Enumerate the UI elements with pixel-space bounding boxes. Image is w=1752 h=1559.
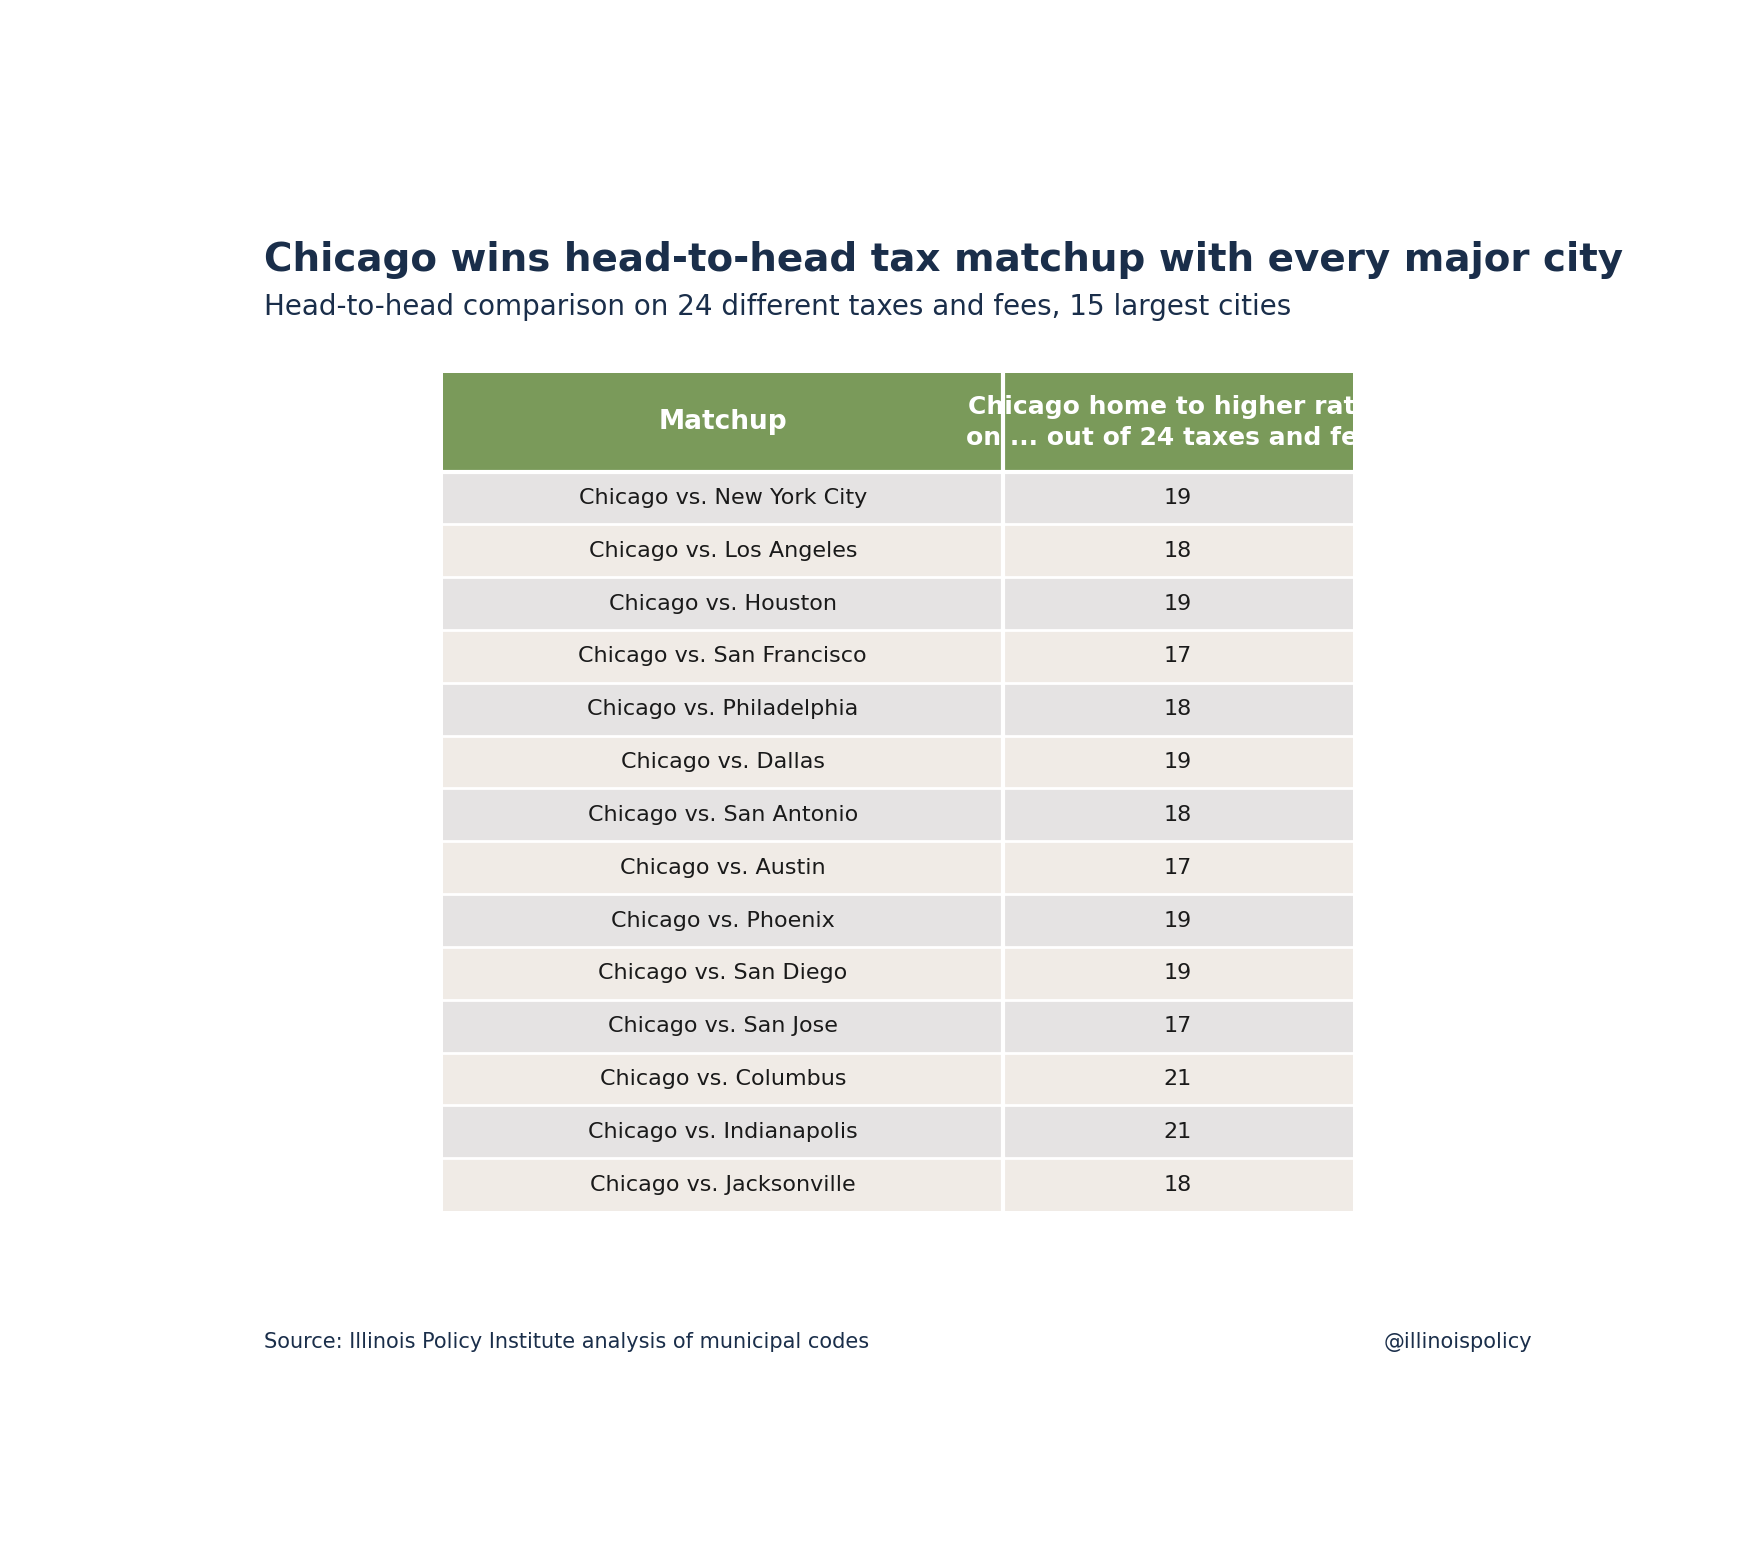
Text: Chicago vs. San Diego: Chicago vs. San Diego [597,963,848,984]
Text: 18: 18 [1163,541,1191,561]
Bar [1002,577,1353,630]
Text: Chicago vs. Austin: Chicago vs. Austin [620,857,825,878]
Text: Chicago vs. Philadelphia: Chicago vs. Philadelphia [587,700,858,719]
Text: 17: 17 [1163,857,1191,878]
Text: Chicago vs. San Antonio: Chicago vs. San Antonio [587,804,858,825]
Bar [443,683,1002,736]
Bar [443,1052,1002,1105]
Text: Chicago vs. Houston: Chicago vs. Houston [608,594,837,614]
Bar [443,842,1002,895]
Text: Chicago vs. Phoenix: Chicago vs. Phoenix [611,910,834,931]
Text: 19: 19 [1163,488,1191,508]
Text: Chicago vs. Indianapolis: Chicago vs. Indianapolis [589,1122,858,1141]
Bar [1002,999,1353,1052]
Bar [1002,1052,1353,1105]
Bar [443,630,1002,683]
Bar [1002,736,1353,789]
Text: Chicago wins head-to-head tax matchup with every major city: Chicago wins head-to-head tax matchup wi… [265,242,1622,279]
Text: 18: 18 [1163,1174,1191,1194]
Bar [1002,842,1353,895]
Bar [1002,895,1353,946]
Bar [443,789,1002,842]
Text: Matchup: Matchup [659,410,787,435]
Text: 18: 18 [1163,804,1191,825]
Text: 19: 19 [1163,963,1191,984]
Text: 17: 17 [1163,1016,1191,1037]
Bar [443,1158,1002,1211]
Text: Chicago vs. Columbus: Chicago vs. Columbus [599,1069,846,1090]
Text: 19: 19 [1163,594,1191,614]
Text: 21: 21 [1163,1069,1191,1090]
Bar [1002,683,1353,736]
Text: 18: 18 [1163,700,1191,719]
Bar [443,373,1353,471]
Bar [443,736,1002,789]
Text: Chicago vs. San Jose: Chicago vs. San Jose [608,1016,837,1037]
Text: Head-to-head comparison on 24 different taxes and fees, 15 largest cities: Head-to-head comparison on 24 different … [265,293,1291,321]
Text: 17: 17 [1163,647,1191,666]
Text: Chicago vs. Jacksonville: Chicago vs. Jacksonville [590,1174,855,1194]
Text: Chicago home to higher rates
on ... out of 24 taxes and fees: Chicago home to higher rates on ... out … [965,394,1389,451]
Text: @illinoispolicy: @illinoispolicy [1384,1331,1531,1352]
Bar [1002,1158,1353,1211]
Text: 19: 19 [1163,910,1191,931]
Bar [1002,946,1353,999]
Bar [443,895,1002,946]
Text: Chicago vs. San Francisco: Chicago vs. San Francisco [578,647,867,666]
Bar [443,946,1002,999]
Bar [1002,789,1353,842]
Bar [1002,630,1353,683]
Bar [1002,471,1353,524]
Bar [443,577,1002,630]
Bar [443,471,1002,524]
Bar [443,524,1002,577]
Text: Chicago vs. Los Angeles: Chicago vs. Los Angeles [589,541,857,561]
Bar [443,1105,1002,1158]
Bar [443,999,1002,1052]
Bar [1002,524,1353,577]
Text: Chicago vs. Dallas: Chicago vs. Dallas [620,751,825,772]
Bar [1002,1105,1353,1158]
Text: 19: 19 [1163,751,1191,772]
Text: Source: Illinois Policy Institute analysis of municipal codes: Source: Illinois Policy Institute analys… [265,1331,869,1352]
Text: Chicago vs. New York City: Chicago vs. New York City [578,488,867,508]
Text: 21: 21 [1163,1122,1191,1141]
